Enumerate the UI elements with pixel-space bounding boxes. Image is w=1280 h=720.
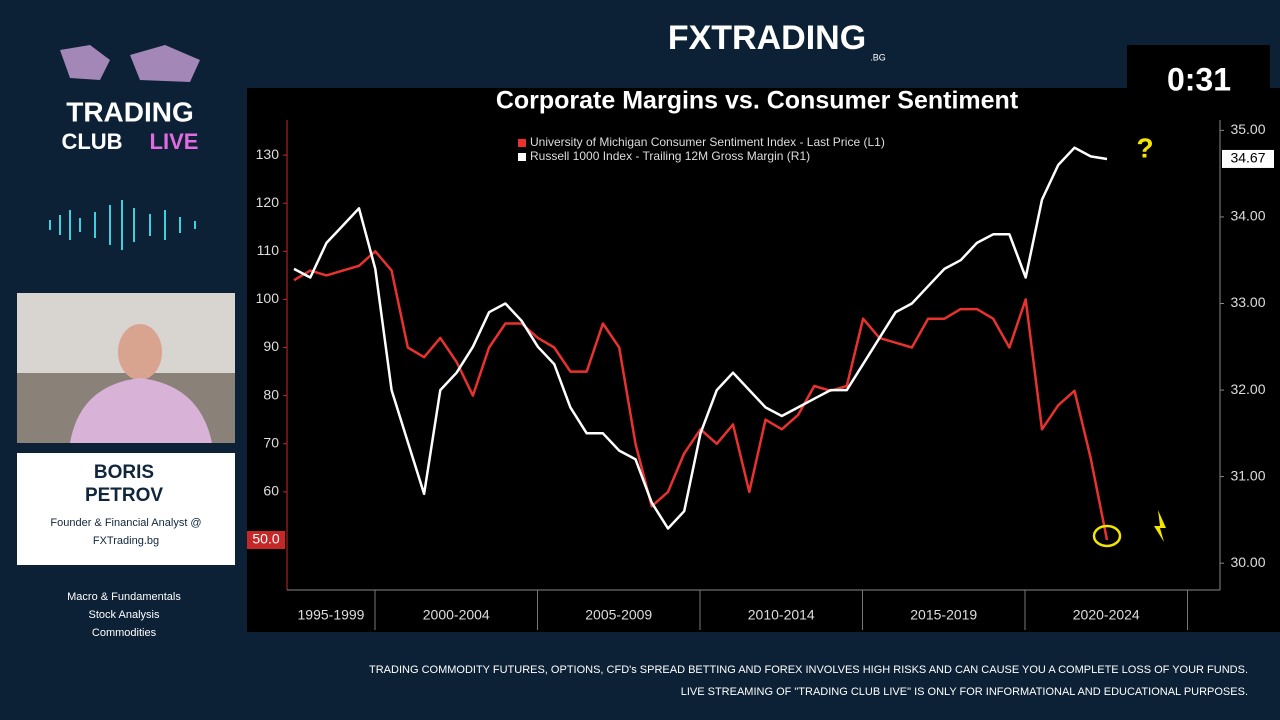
brand-suffix: .BG — [870, 52, 886, 62]
x-tick-label: 2000-2004 — [423, 607, 490, 623]
y-tick-label: 90 — [263, 338, 279, 354]
presenter-site: FXTrading.bg — [93, 535, 159, 547]
legend-label: Russell 1000 Index - Trailing 12M Gross … — [530, 149, 810, 163]
topic: Macro & Fundamentals — [67, 591, 181, 603]
logo-art — [60, 45, 200, 82]
chart-frame — [247, 88, 1280, 632]
topic: Commodities — [92, 627, 157, 639]
legend-swatch — [518, 139, 526, 147]
presenter-card — [17, 453, 235, 565]
timer-box-front — [1127, 45, 1270, 117]
last-value-label: 50.0 — [252, 531, 279, 547]
timer: 0:31 — [1167, 61, 1231, 97]
y-tick-label: 100 — [256, 290, 280, 306]
down-arrow — [1154, 510, 1166, 542]
series-line — [293, 146, 1108, 530]
x-tick-label: 1995-1999 — [298, 607, 365, 623]
legend-label: University of Michigan Consumer Sentimen… — [530, 135, 885, 149]
y2-tick-label: 33.00 — [1230, 294, 1265, 310]
annotation: ? — [1136, 132, 1153, 163]
audio-wave — [49, 200, 196, 250]
logo-line3: LIVE — [150, 129, 199, 154]
presenter-head — [118, 324, 162, 380]
series-line — [293, 250, 1109, 541]
disclaimer: TRADING COMMODITY FUTURES, OPTIONS, CFD'… — [369, 664, 1248, 676]
chart: 60 70 80 90 100 110 120 130 30.00 31.00 32.00 33.00… — [247, 120, 1274, 630]
legend-swatch — [518, 153, 526, 161]
disclaimer: LIVE STREAMING OF "TRADING CLUB LIVE" IS… — [681, 686, 1248, 698]
y-tick-label: 80 — [263, 386, 279, 402]
last-value-label: 34.67 — [1230, 150, 1265, 166]
presenter-body — [70, 378, 212, 443]
logo-line2: CLUB — [61, 129, 122, 154]
last-value-box — [247, 530, 285, 549]
presenter-role: Founder & Financial Analyst @ — [50, 517, 201, 529]
x-tick-label: 2015-2019 — [910, 607, 977, 623]
y-tick-label: 110 — [257, 242, 280, 258]
logo-line1: TRADING — [66, 96, 194, 127]
y2-tick-label: 35.00 — [1230, 121, 1265, 137]
x-tick-label: 2010-2014 — [748, 607, 815, 623]
y-tick-label: 70 — [263, 434, 279, 450]
y-tick-label: 120 — [256, 194, 280, 210]
y-tick-label: 60 — [263, 483, 279, 499]
y2-tick-label: 30.00 — [1230, 554, 1265, 570]
brand: FXTRADING — [668, 19, 866, 57]
topic: Stock Analysis — [89, 609, 160, 621]
y-tick-label: 130 — [256, 146, 280, 162]
x-tick-label: 2020-2024 — [1073, 607, 1140, 623]
highlight-circle — [1092, 524, 1122, 548]
last-value-box — [1222, 149, 1274, 168]
presenter-last: PETROV — [85, 485, 163, 506]
presenter-first: BORIS — [94, 462, 154, 483]
chart-title: Corporate Margins vs. Consumer Sentiment — [496, 87, 1019, 115]
y2-tick-label: 34.00 — [1230, 208, 1265, 224]
x-tick-label: 2005-2009 — [585, 607, 652, 623]
y2-tick-label: 31.00 — [1230, 467, 1265, 483]
y2-tick-label: 32.00 — [1230, 381, 1265, 397]
